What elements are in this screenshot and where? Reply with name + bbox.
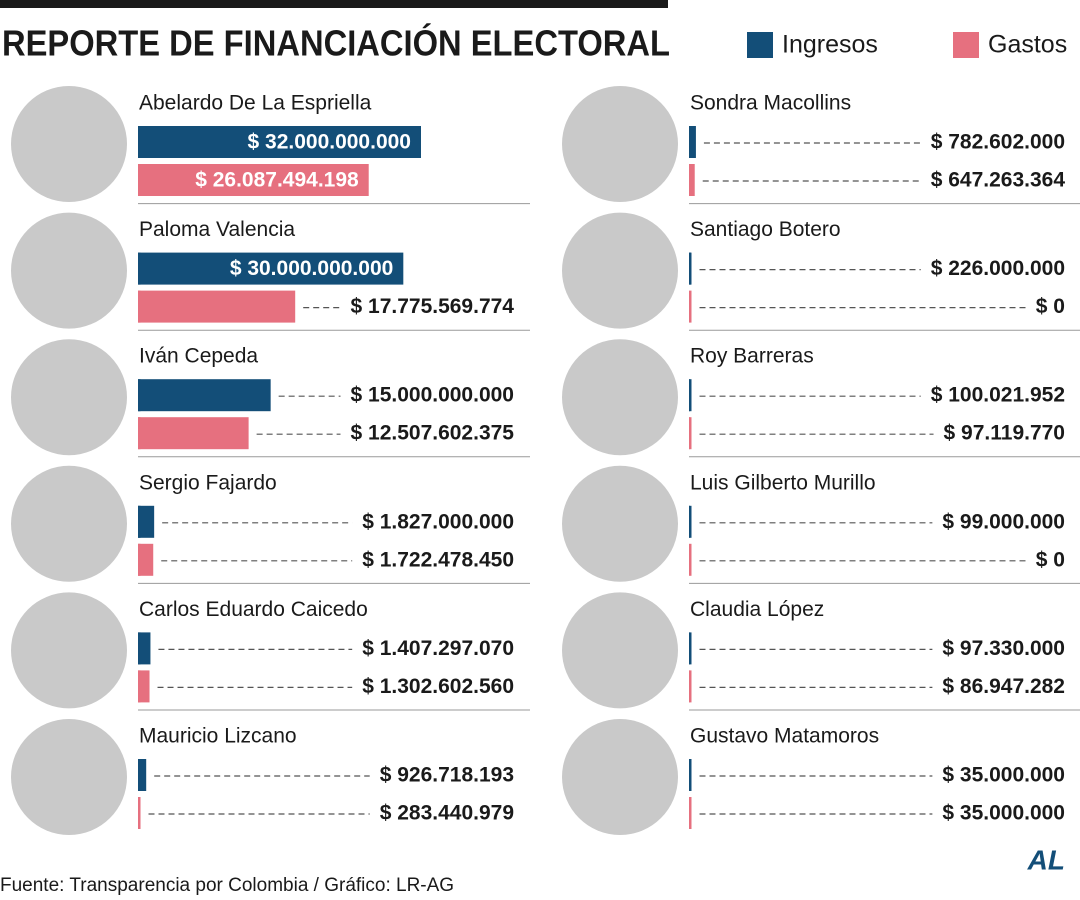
category-label: Iván Cepeda [139,345,258,368]
bar [689,632,690,665]
bar [138,126,421,158]
bar [138,670,150,703]
photo [11,592,127,709]
photo [562,465,678,582]
value-label: $ 226.000.000 [931,257,1065,280]
legend-swatch [747,32,773,58]
bar [138,252,404,285]
bar [689,126,696,158]
bar [689,417,690,450]
value-label: $ 97.119.770 [944,422,1065,445]
value-label: $ 283.440.979 [380,802,514,825]
value-label: $ 0 [1036,295,1065,318]
legend-label: Ingresos [782,31,878,59]
value-label: $ 1.827.000.000 [362,510,514,533]
value-label: $ 15.000.000.000 [351,384,515,407]
value-label: $ 782.602.000 [931,131,1065,154]
photo [562,212,678,329]
baseline [689,505,692,538]
value-label: $ 17.775.569.774 [351,295,515,318]
bar [138,417,249,450]
bar [689,505,690,538]
photo [562,339,678,456]
category-label: Gustavo Matamoros [690,725,879,748]
value-label: $ 35.000.000 [942,802,1065,825]
category-label: Roy Barreras [690,345,814,368]
value-label: $ 12.507.602.375 [351,422,515,445]
bar [138,164,369,196]
photo [11,212,127,329]
baseline [689,379,692,412]
chart-title: REPORTE DE FINANCIACIÓN ELECTORAL [2,22,670,64]
photo [11,719,127,835]
bar [138,505,155,538]
source: Fuente: Transparencia por Colombia / Grá… [0,875,454,896]
photo [11,86,127,202]
category-label: Mauricio Lizcano [139,725,297,748]
value-label: $ 86.947.282 [942,675,1065,698]
baseline [689,632,692,665]
category-label: Carlos Eduardo Caicedo [139,598,368,621]
value-label: $ 99.000.000 [942,510,1065,533]
value-label: $ 30.000.000.000 [230,257,394,280]
bar [138,797,141,829]
value-label: $ 926.718.193 [380,764,514,787]
baseline [689,543,692,576]
photo [562,86,678,202]
baseline [689,290,692,323]
value-label: $ 100.021.952 [931,384,1065,407]
bar [138,543,154,576]
value-label: $ 1.302.602.560 [362,675,514,698]
value-label: $ 97.330.000 [942,637,1065,660]
baseline [689,759,692,791]
value-label: $ 32.000.000.000 [248,131,412,154]
baseline [689,797,692,829]
photo [11,339,127,456]
photo [562,719,678,835]
value-label: $ 35.000.000 [942,764,1065,787]
value-label: $ 647.263.364 [931,169,1066,192]
category-label: Luis Gilberto Murillo [690,471,876,494]
top-bar [0,0,668,8]
baseline [689,670,692,703]
logo: AL [1027,844,1065,875]
value-label: $ 26.087.494.198 [195,169,359,192]
category-label: Sergio Fajardo [139,471,277,494]
photo [11,465,127,582]
category-label: Paloma Valencia [139,218,295,241]
value-label: $ 0 [1036,548,1065,571]
bar [138,379,271,412]
bar [689,252,691,285]
bar [689,670,690,703]
legend-label: Gastos [988,31,1067,59]
legend-swatch [953,32,979,58]
bar [138,290,296,323]
bar [689,164,695,196]
baseline [689,417,692,450]
bar [138,632,151,665]
value-label: $ 1.407.297.070 [362,637,514,660]
category-label: Abelardo De La Espriella [139,92,372,115]
bar [138,759,147,791]
category-label: Claudia López [690,598,824,621]
photo [562,592,678,709]
category-label: Santiago Botero [690,218,841,241]
category-label: Sondra Macollins [690,92,851,115]
bar [689,379,690,412]
value-label: $ 1.722.478.450 [362,548,514,571]
